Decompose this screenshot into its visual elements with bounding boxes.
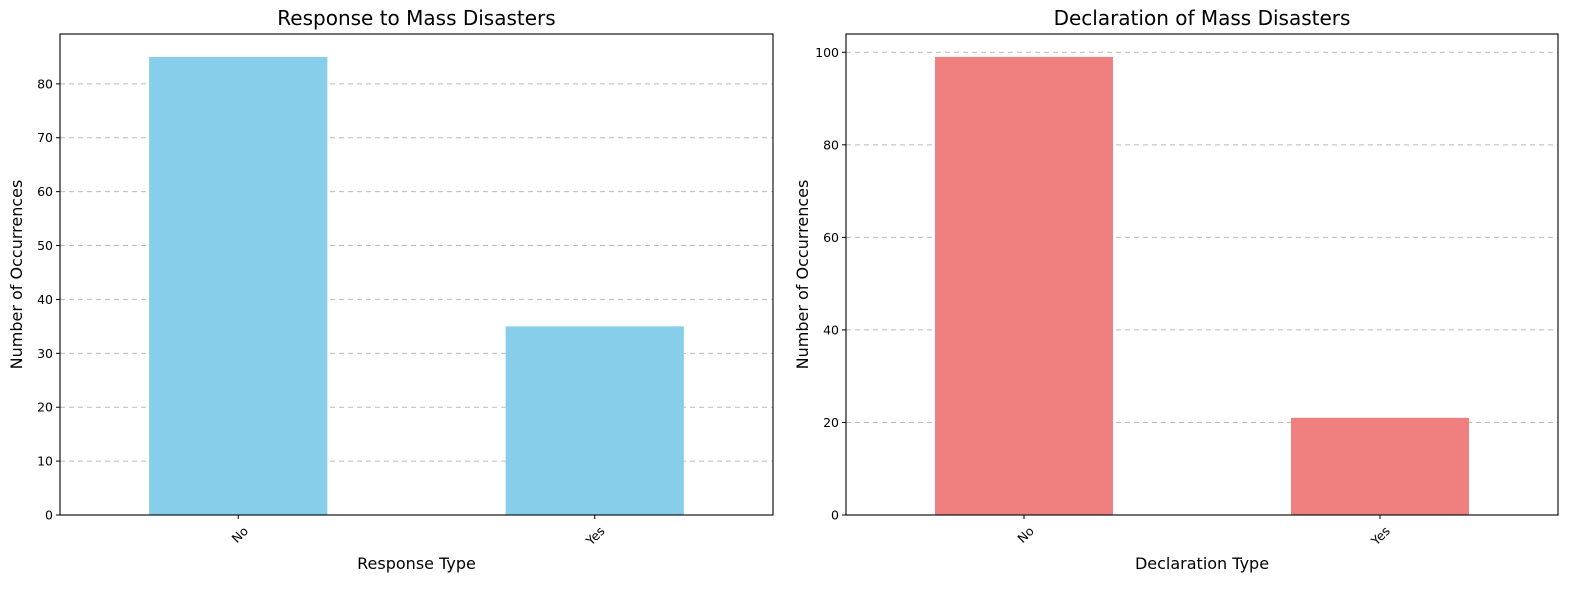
chart-title: Declaration of Mass Disasters: [1054, 6, 1351, 30]
x-axis-label: Response Type: [357, 554, 476, 573]
y-tick-label: 40: [823, 322, 839, 337]
y-tick-label: 40: [37, 292, 53, 307]
y-tick-label: 0: [831, 508, 839, 523]
y-tick-label: 100: [815, 45, 839, 60]
chart-panel-1: 0 10 20 30 40 50 60 70 80 No Yes Response to Mass D…: [7, 6, 774, 573]
x-tick-label-yes: Yes: [582, 523, 608, 549]
y-tick-label: 80: [823, 137, 839, 152]
y-tick-label: 20: [37, 400, 53, 415]
plot-frame: [59, 33, 774, 516]
y-tick-label: 0: [45, 508, 53, 523]
chart-panel-2: 0 20 40 60 80 100 No Yes Declaration of Mass Dis…: [793, 6, 1559, 573]
plot-frame: [845, 33, 1559, 516]
y-tick-label: 30: [37, 346, 53, 361]
x-tick-label-no: No: [229, 523, 252, 546]
y-tick-label: 20: [823, 415, 839, 430]
y-tick-label: 70: [37, 130, 53, 145]
bar-yes: [1291, 417, 1469, 515]
x-axis-label: Declaration Type: [1135, 554, 1269, 573]
x-tick-label-no: No: [1014, 523, 1037, 546]
y-tick-label: 60: [37, 184, 53, 199]
bar-no: [935, 56, 1113, 516]
y-tick-label: 80: [37, 76, 53, 91]
y-tick-label: 10: [37, 454, 53, 469]
bar-yes: [505, 326, 684, 515]
y-axis-label: Number of Occurrences: [793, 180, 812, 370]
x-tick-label-yes: Yes: [1367, 523, 1393, 549]
y-axis-label: Number of Occurrences: [7, 180, 26, 370]
bar-no: [149, 56, 328, 516]
chart-title: Response to Mass Disasters: [277, 6, 555, 30]
y-tick-label: 50: [37, 238, 53, 253]
y-tick-label: 60: [823, 230, 839, 245]
